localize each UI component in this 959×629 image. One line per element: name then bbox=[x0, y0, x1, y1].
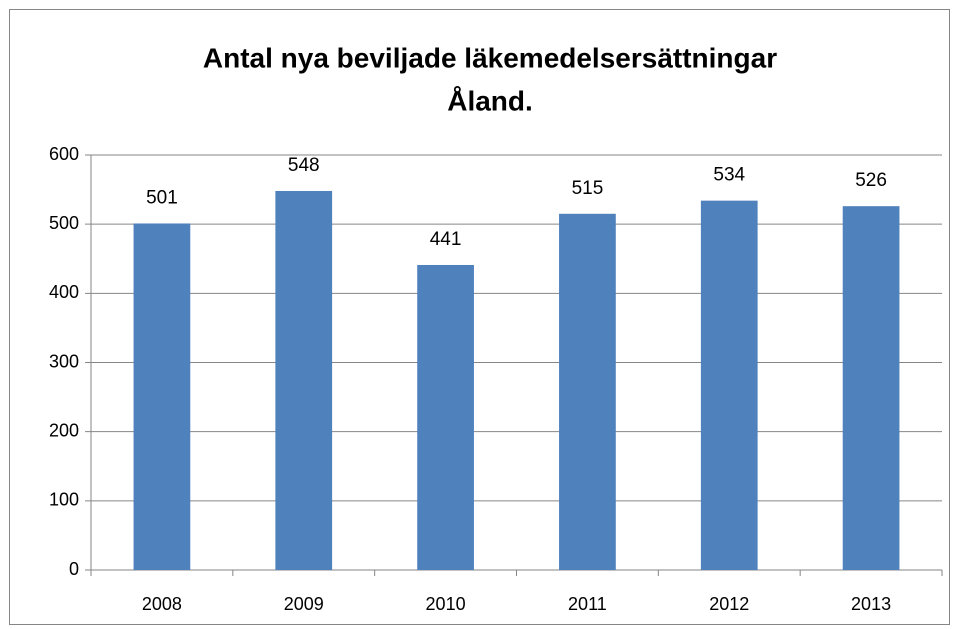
y-tick-label: 500 bbox=[49, 213, 79, 233]
data-label: 526 bbox=[855, 170, 887, 191]
bar bbox=[417, 264, 474, 570]
y-tick-label: 0 bbox=[69, 559, 79, 579]
data-label: 501 bbox=[146, 187, 178, 208]
y-tick-label: 200 bbox=[49, 420, 79, 440]
data-label: 441 bbox=[430, 229, 462, 250]
y-tick-label: 100 bbox=[49, 490, 79, 510]
x-tick-label: 2013 bbox=[851, 594, 891, 614]
x-tick-label: 2011 bbox=[568, 594, 607, 614]
bar bbox=[559, 213, 616, 570]
y-tick-label: 600 bbox=[49, 144, 79, 164]
bar bbox=[700, 200, 758, 570]
bar bbox=[133, 223, 191, 570]
x-tick-label: 2010 bbox=[426, 594, 466, 614]
bar bbox=[842, 206, 900, 570]
y-tick-label: 400 bbox=[49, 282, 79, 302]
bar bbox=[275, 190, 333, 570]
data-label: 515 bbox=[572, 178, 604, 199]
chart-title: Åland. bbox=[447, 85, 533, 116]
x-tick-label: 2008 bbox=[142, 594, 182, 614]
chart-title: Antal nya beviljade läkemedelsersättning… bbox=[203, 42, 777, 73]
data-label: 548 bbox=[288, 155, 320, 176]
x-tick-label: 2009 bbox=[284, 594, 324, 614]
y-tick-label: 300 bbox=[49, 351, 79, 371]
x-tick-label: 2012 bbox=[709, 594, 749, 614]
data-label: 534 bbox=[713, 165, 745, 186]
